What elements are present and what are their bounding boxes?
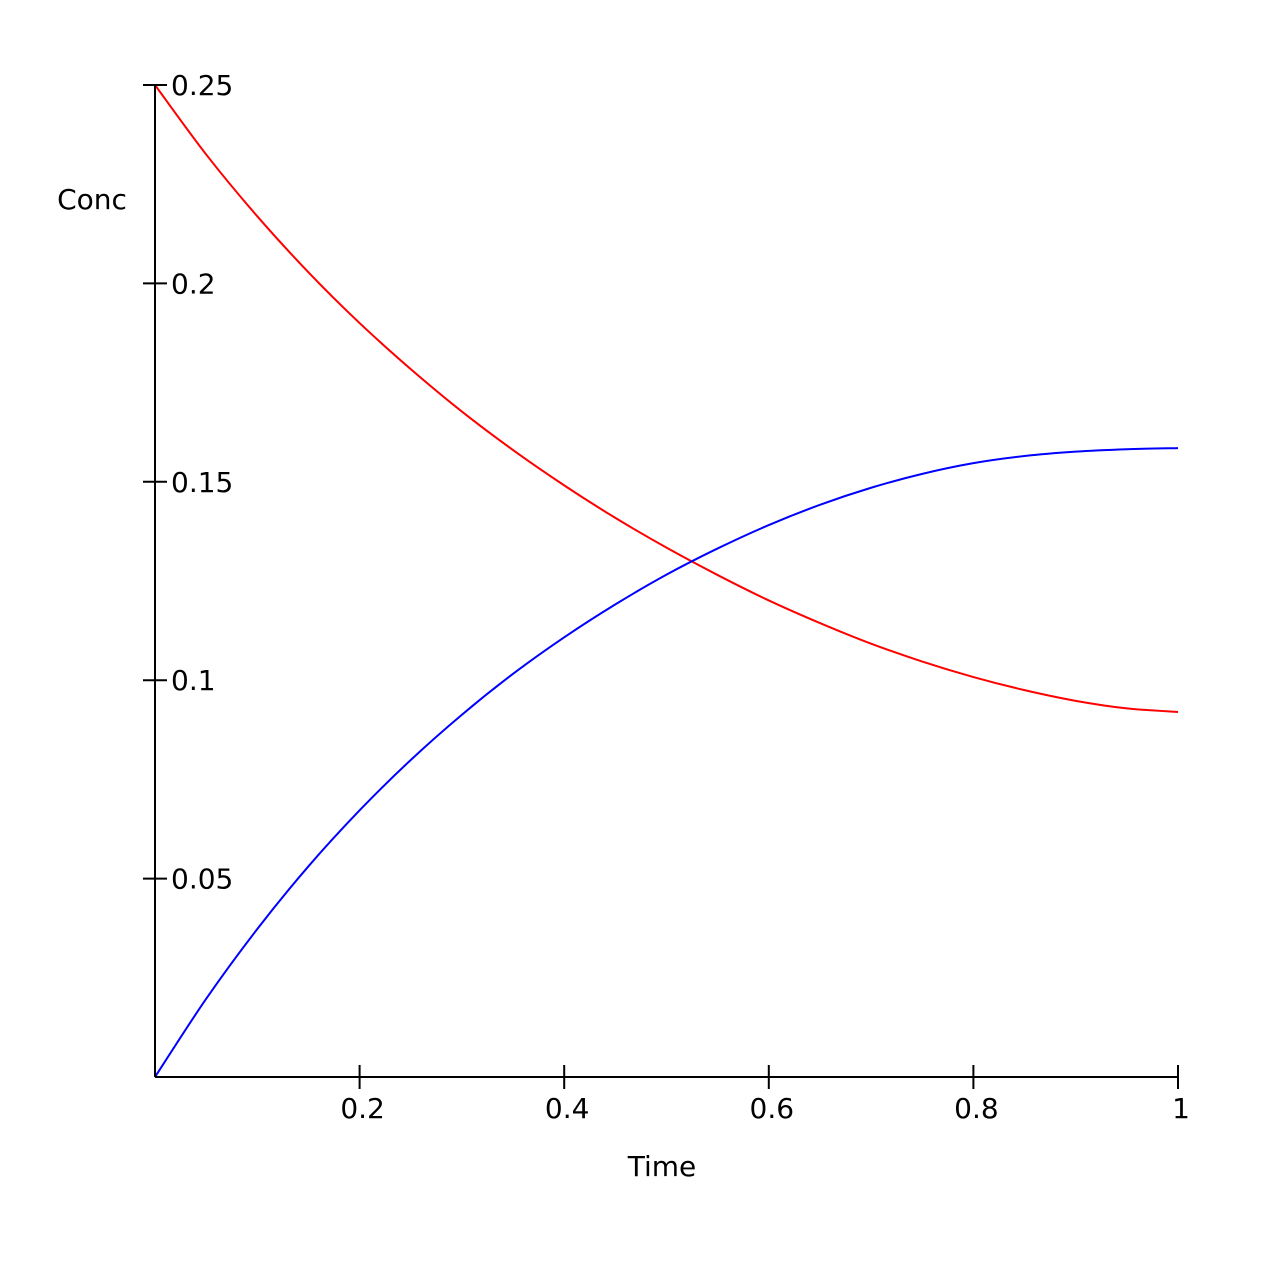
x-axis-title: Time xyxy=(627,1150,697,1183)
x-tick-label: 1 xyxy=(1172,1092,1190,1125)
series-line-2 xyxy=(154,447,1179,1078)
series-line-1 xyxy=(154,84,1179,713)
x-tick-label: 0.8 xyxy=(954,1092,999,1125)
y-axis-title: Conc xyxy=(57,183,127,216)
x-tick-label: 0.4 xyxy=(545,1092,590,1125)
y-tick-label: 0.1 xyxy=(171,664,216,697)
y-tick-label: 0.25 xyxy=(171,69,233,102)
x-tick-label: 0.2 xyxy=(340,1092,385,1125)
y-tick-label: 0.15 xyxy=(171,466,233,499)
y-tick-label: 0.2 xyxy=(171,267,216,300)
x-tick-label: 0.6 xyxy=(750,1092,795,1125)
x-ticks: 0.2 0.4 0.6 0.8 1 xyxy=(340,1065,1190,1125)
y-tick-label: 0.05 xyxy=(171,863,233,896)
series-group xyxy=(154,84,1179,1078)
y-ticks: 0.05 0.1 0.15 0.2 0.25 xyxy=(143,69,233,896)
